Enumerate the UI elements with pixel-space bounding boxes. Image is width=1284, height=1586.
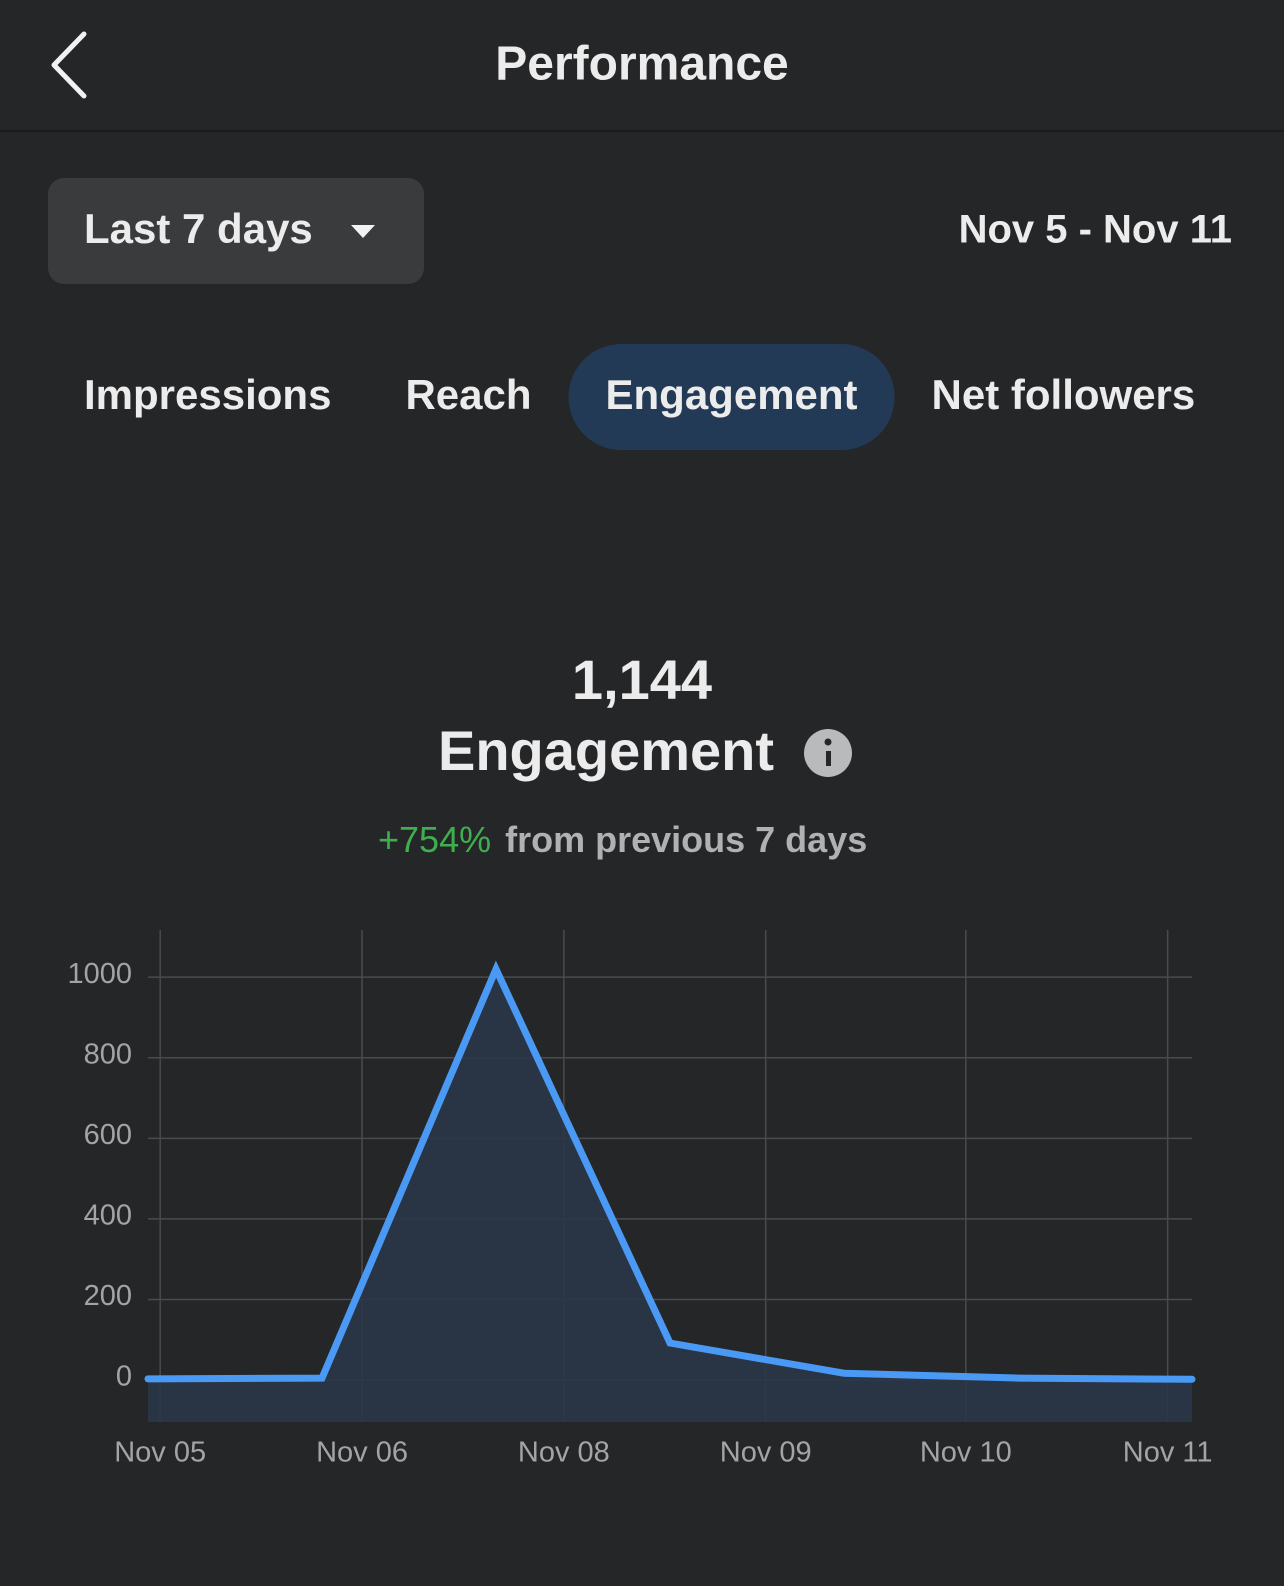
x-tick-label: Nov 08 (518, 1437, 610, 1469)
change-text: from previous 7 days (505, 819, 867, 860)
tab[interactable]: Reach (405, 371, 531, 418)
chart: 0 200 400 600 800 1000 Nov 05 Nov 06 Nov 08 Nov 0… (67, 930, 1213, 1469)
tab-active-bg (568, 344, 895, 450)
change-line: +754% from previous 7 days (378, 819, 867, 860)
y-tick-label: 600 (84, 1119, 132, 1151)
line (144, 960, 1196, 1383)
y-tick-label: 800 (84, 1038, 132, 1070)
total-value: 1,144 (572, 648, 712, 711)
x-tick-label: Nov 10 (920, 1437, 1012, 1469)
info-dot (824, 738, 832, 746)
y-tick-label: 400 (84, 1200, 132, 1232)
range-selector-label: Last 7 days (84, 205, 313, 252)
x-tick-label: Nov 05 (114, 1437, 206, 1469)
area (148, 969, 1192, 1422)
x-tick-label: Nov 06 (316, 1437, 408, 1469)
info-glyph (826, 751, 831, 766)
y-tick-label: 200 (84, 1280, 132, 1312)
metric-name: Engagement (438, 719, 774, 782)
change-value: +754% (378, 819, 491, 860)
x-tick-label: Nov 09 (720, 1437, 812, 1469)
tabs: Impressions Reach Engagement Net followers (84, 344, 1195, 450)
header-title: Performance (495, 38, 788, 91)
info-icon[interactable] (804, 729, 852, 777)
dropdown-arrow (351, 225, 375, 238)
y-tick-label: 1000 (67, 958, 132, 990)
tab[interactable]: Net followers (932, 371, 1196, 418)
x-tick-label: Nov 11 (1123, 1437, 1213, 1469)
tab[interactable]: Impressions (84, 371, 331, 418)
date-range: Nov 5 - Nov 11 (959, 208, 1232, 252)
range-selector-bg (48, 178, 424, 284)
y-tick-label: 0 (116, 1361, 132, 1393)
tab[interactable]: Engagement (606, 371, 858, 418)
range-selector[interactable]: Last 7 days (48, 178, 424, 284)
back-button[interactable] (51, 31, 87, 99)
